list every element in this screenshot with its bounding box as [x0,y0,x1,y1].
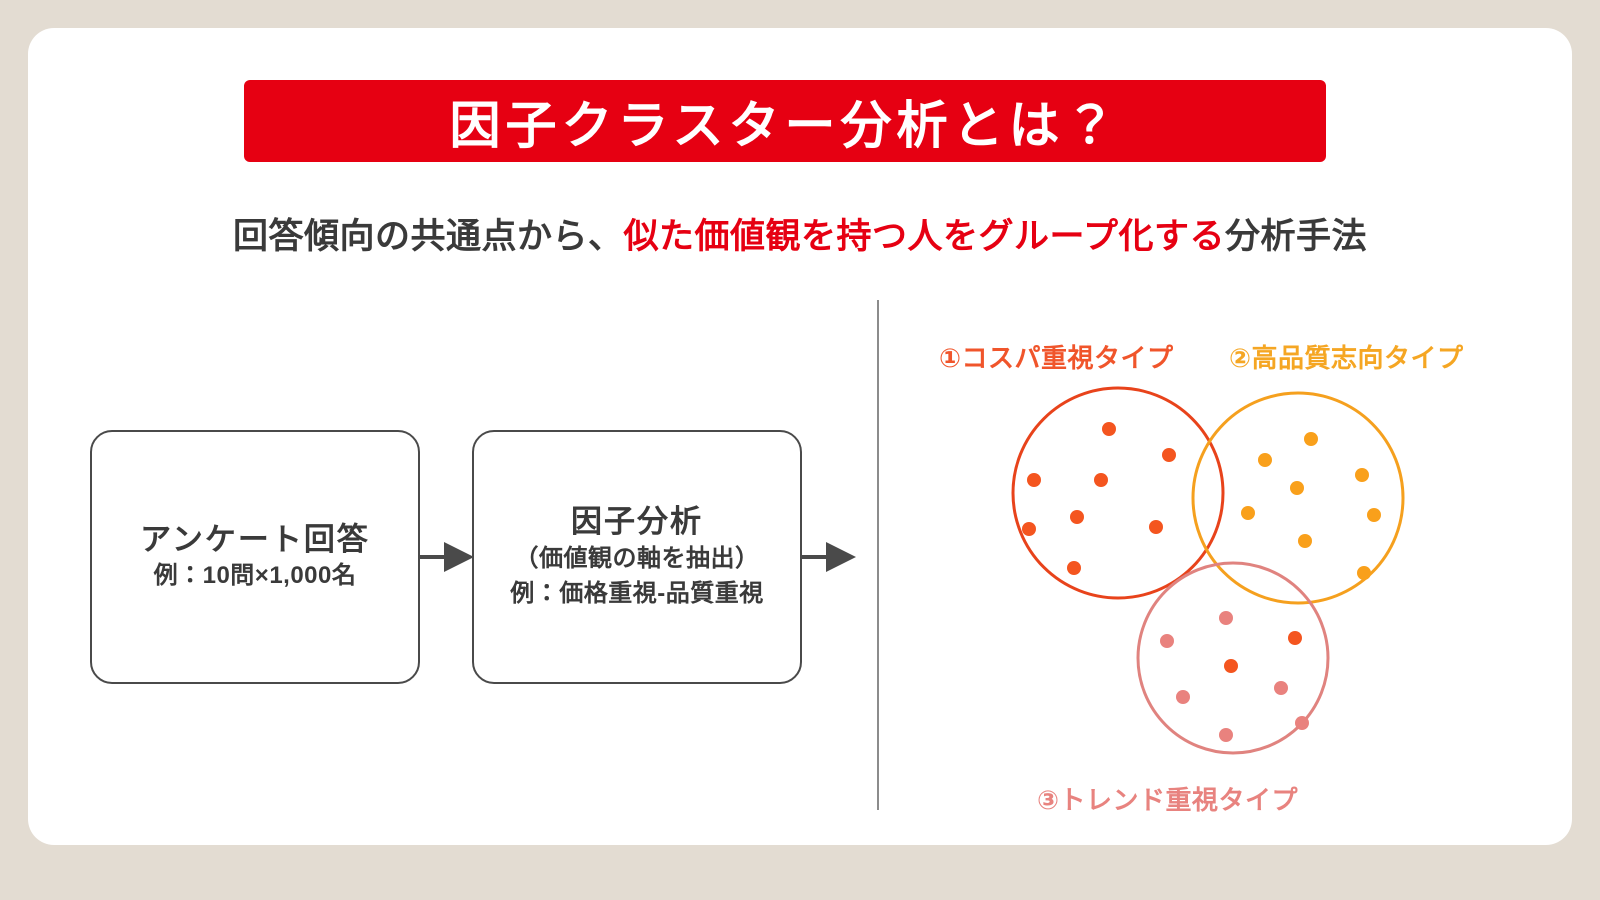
cluster-dot [1304,432,1318,446]
cluster-label-3: ③トレンド重視タイプ [1037,785,1299,815]
arrow-right-icon [418,542,474,572]
cluster-label-1: ①コスパ重視タイプ [939,343,1174,373]
cluster-dot [1094,473,1108,487]
subtitle-highlight: 似た価値観を持つ人をグループ化する [623,217,1225,256]
factor-box-title: 因子分析 [571,504,703,540]
subtitle-lead: 回答傾向の共通点から、 [233,217,624,256]
cluster-dot [1160,634,1174,648]
cluster-dot [1070,510,1084,524]
arrow-right-icon [800,542,856,572]
cluster-dot [1067,561,1081,575]
cluster-dot [1022,522,1036,536]
cluster-dot [1274,681,1288,695]
flow-box-survey-response: アンケート回答 例：10問×1,000名 [90,430,420,684]
venn-circles [1011,386,1405,755]
cluster-dot [1355,468,1369,482]
cluster-dot [1288,631,1302,645]
cluster-circle-cluster-2 [1191,391,1405,605]
cluster-dot [1027,473,1041,487]
title-banner: 因子クラスター分析とは？ [244,80,1326,162]
cluster-dot [1219,728,1233,742]
cluster-dot [1241,506,1255,520]
subtitle: 回答傾向の共通点から、似た価値観を持つ人をグループ化する分析手法 [28,208,1572,259]
section-divider [877,300,879,810]
cluster-circle-cluster-1 [1011,386,1225,600]
cluster-dot [1219,611,1233,625]
cluster-circle-cluster-3 [1136,561,1330,755]
page-title: 因子クラスター分析とは？ [449,97,1121,154]
factor-box-detail-1: （価値観の軸を抽出） [514,545,760,573]
cluster-dot [1176,690,1190,704]
cluster-dot [1102,422,1116,436]
cluster-dot [1224,659,1238,673]
cluster-dot [1298,534,1312,548]
cluster-venn-diagram: ①コスパ重視タイプ ②高品質志向タイプ ③トレンド重視タイプ [877,300,1572,845]
cluster-dot [1149,520,1163,534]
survey-box-title: アンケート回答 [140,521,370,557]
cluster-dot [1357,566,1371,580]
cluster-label-2: ②高品質志向タイプ [1229,343,1464,373]
cluster-dot [1162,448,1176,462]
cluster-dot [1295,716,1309,730]
survey-box-detail: 例：10問×1,000名 [153,562,357,590]
cluster-dot [1290,481,1304,495]
factor-box-detail-2: 例：価格重視-品質重視 [510,579,764,607]
flow-box-factor-analysis: 因子分析 （価値観の軸を抽出） 例：価格重視-品質重視 [472,430,802,684]
content-card: 因子クラスター分析とは？ 回答傾向の共通点から、似た価値観を持つ人をグループ化す… [28,28,1572,845]
cluster-dot [1258,453,1272,467]
cluster-dot [1367,508,1381,522]
subtitle-tail: 分析手法 [1224,217,1367,256]
